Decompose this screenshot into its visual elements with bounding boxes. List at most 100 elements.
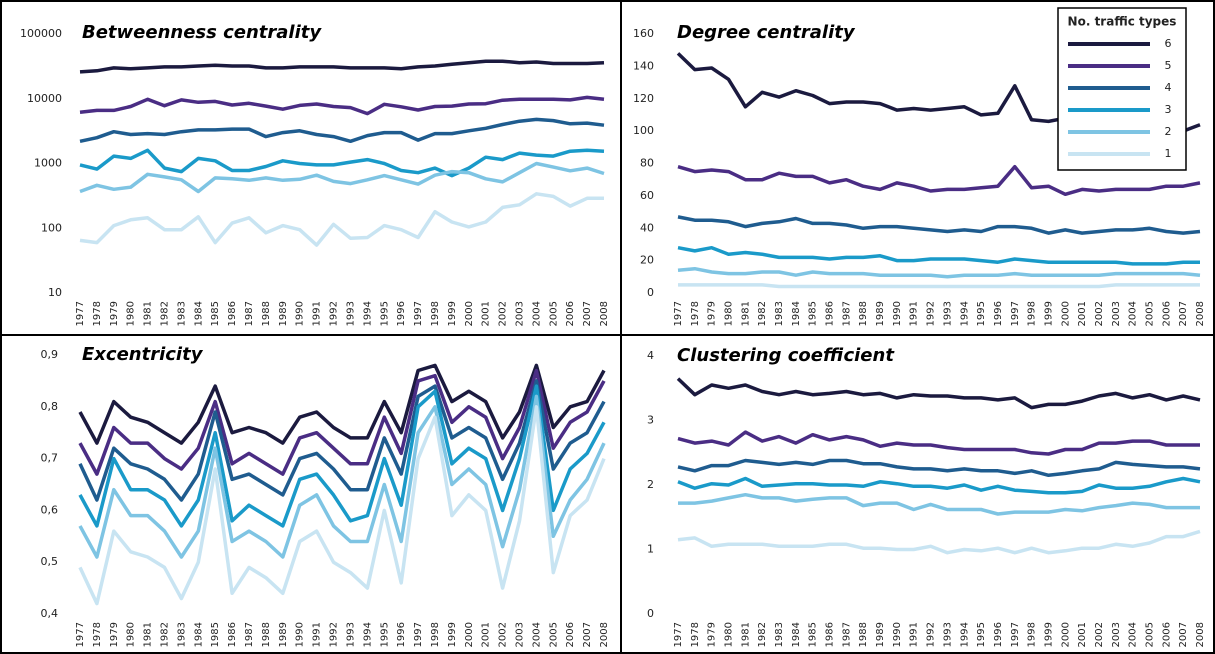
y-tick-label: 140: [633, 59, 654, 72]
x-tick-label: 1985: [808, 301, 819, 326]
series-line: [79, 161, 605, 194]
x-tick-label: 2007: [582, 301, 593, 326]
y-tick-label: 100000: [20, 27, 62, 40]
series-line: [79, 192, 604, 247]
x-tick-label: 1990: [295, 301, 306, 326]
legend-label: 2: [1165, 125, 1172, 138]
x-tick-label: 1998: [1027, 622, 1038, 647]
x-tick-label: 1996: [396, 622, 407, 647]
x-tick-label: 1988: [858, 622, 869, 647]
x-tick-label: 1977: [673, 622, 684, 647]
x-tick-label: 2004: [1128, 622, 1139, 647]
x-tick-label: 1994: [362, 301, 373, 326]
x-tick-label: 1982: [160, 301, 171, 326]
x-tick-label: 1984: [193, 622, 204, 647]
series-line: [78, 384, 606, 528]
x-tick-label: 1990: [892, 301, 903, 326]
x-tick-label: 1993: [942, 301, 953, 326]
x-tick-label: 1979: [707, 301, 718, 326]
series-line: [79, 117, 605, 144]
y-tick-label: 40: [640, 221, 654, 234]
x-tick-label: 1997: [1010, 622, 1021, 647]
chart-title: Clustering coefficient: [677, 345, 895, 366]
x-tick-label: 1994: [362, 622, 373, 647]
x-tick-label: 1978: [690, 622, 701, 647]
x-tick-label: 1997: [413, 301, 424, 326]
x-tick-label: 2008: [1195, 622, 1206, 647]
y-tick-label: 3: [647, 414, 654, 427]
x-tick-label: 2007: [582, 622, 593, 647]
x-tick-label: 1978: [690, 301, 701, 326]
x-tick-label: 1995: [379, 301, 390, 326]
x-tick-label: 2003: [514, 622, 525, 647]
y-tick-label: 0: [647, 286, 654, 299]
series-line: [79, 59, 605, 74]
x-tick-label: 1995: [379, 622, 390, 647]
x-tick-label: 2003: [1111, 301, 1122, 326]
x-tick-label: 1980: [724, 622, 735, 647]
x-tick-label: 2004: [531, 301, 542, 326]
x-tick-label: 2003: [514, 301, 525, 326]
legend-label: 3: [1165, 103, 1172, 116]
y-tick-label: 0,4: [41, 607, 59, 620]
series-line: [79, 148, 605, 178]
x-tick-label: 1983: [176, 301, 187, 326]
y-tick-label: 0,5: [41, 555, 59, 568]
chart-title: Excentricity: [82, 344, 204, 365]
x-tick-label: 1979: [109, 622, 120, 647]
legend-label: 1: [1165, 147, 1172, 160]
y-tick-label: 100: [41, 221, 62, 234]
x-tick-label: 1986: [825, 301, 836, 326]
series-line: [677, 164, 1201, 197]
series-line: [677, 476, 1201, 495]
x-tick-label: 1991: [909, 622, 920, 647]
x-tick-label: 2006: [565, 301, 576, 326]
series-line: [78, 368, 606, 476]
x-tick-label: 1980: [126, 301, 137, 326]
y-tick-label: 0: [647, 607, 654, 620]
x-tick-label: 1986: [227, 301, 238, 326]
y-tick-label: 120: [633, 92, 654, 105]
x-tick-label: 2002: [498, 622, 509, 647]
x-tick-label: 1994: [959, 622, 970, 647]
x-tick-label: 1991: [909, 301, 920, 326]
x-tick-label: 1981: [143, 622, 154, 647]
series-line: [677, 430, 1200, 456]
x-tick-label: 1981: [143, 301, 154, 326]
x-tick-label: 1992: [329, 301, 340, 326]
x-tick-label: 2008: [599, 622, 610, 647]
x-tick-label: 1997: [1010, 301, 1021, 326]
x-tick-label: 1989: [875, 301, 886, 326]
x-tick-label: 2000: [464, 622, 475, 647]
x-tick-label: 2004: [1128, 301, 1139, 326]
x-tick-label: 1985: [210, 301, 221, 326]
series-line: [678, 283, 1200, 289]
x-tick-label: 1999: [447, 622, 458, 647]
x-tick-label: 1992: [329, 622, 340, 647]
y-tick-label: 1: [647, 543, 654, 556]
x-tick-label: 1989: [278, 622, 289, 647]
x-tick-label: 2001: [1077, 301, 1088, 326]
x-tick-label: 1992: [926, 301, 937, 326]
x-tick-label: 1986: [825, 622, 836, 647]
x-tick-label: 2006: [1161, 622, 1172, 647]
x-tick-label: 1981: [740, 622, 751, 647]
series-line: [78, 405, 606, 606]
y-tick-label: 0,7: [41, 452, 59, 465]
x-tick-label: 1997: [413, 622, 424, 647]
x-tick-label: 1987: [841, 301, 852, 326]
x-tick-label: 1992: [926, 622, 937, 647]
x-tick-label: 1996: [396, 301, 407, 326]
x-tick-label: 1977: [673, 301, 684, 326]
x-tick-label: 1988: [858, 301, 869, 326]
series-line: [677, 266, 1201, 279]
y-tick-label: 2: [647, 478, 654, 491]
x-tick-label: 1984: [193, 301, 204, 326]
x-tick-label: 1989: [875, 622, 886, 647]
x-tick-label: 2008: [1195, 301, 1206, 326]
x-tick-label: 1978: [92, 301, 103, 326]
x-tick-label: 1979: [707, 622, 718, 647]
x-tick-label: 1987: [244, 301, 255, 326]
y-tick-label: 80: [640, 157, 654, 170]
x-tick-label: 1987: [244, 622, 255, 647]
